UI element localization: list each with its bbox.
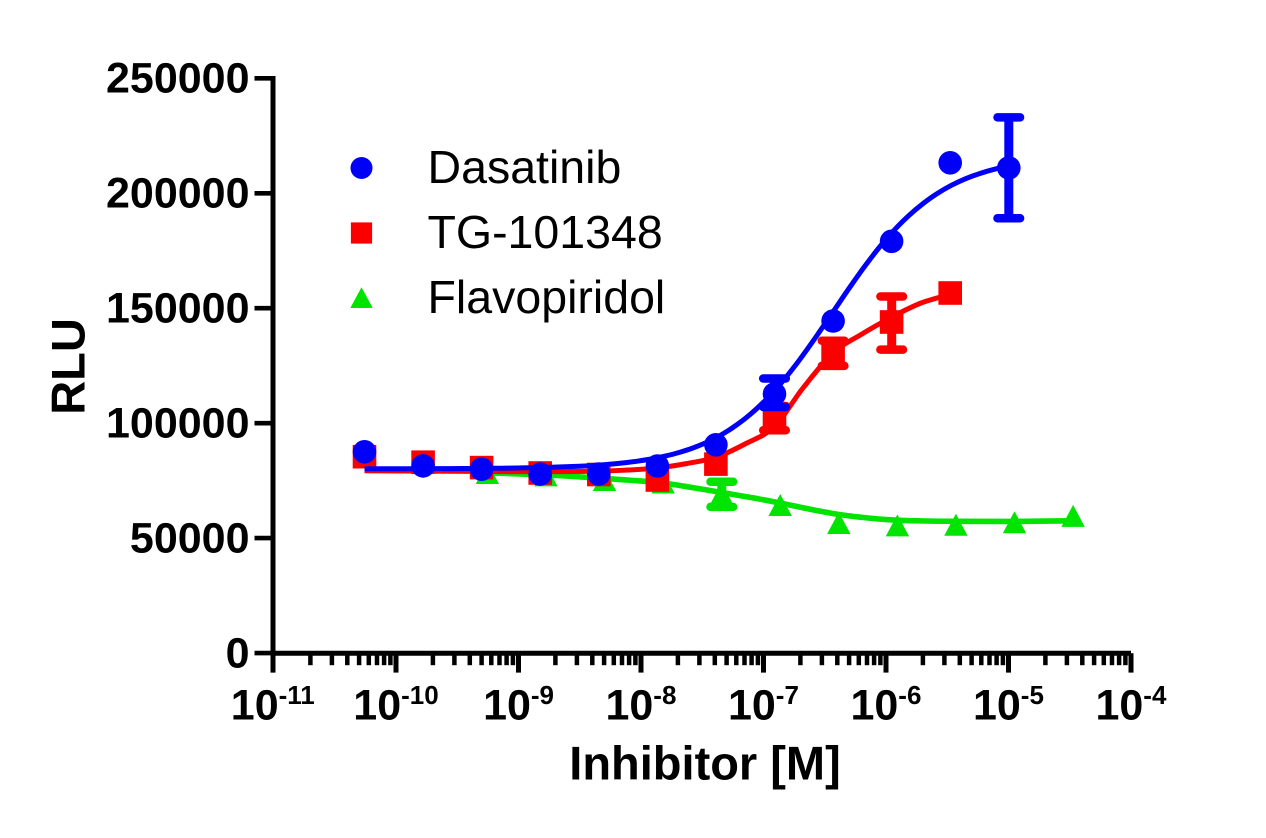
svg-text:Flavopiridol: Flavopiridol (428, 271, 666, 323)
svg-text:-11: -11 (279, 680, 315, 710)
svg-text:10: 10 (483, 682, 531, 730)
svg-text:-9: -9 (531, 680, 554, 710)
svg-text:0: 0 (226, 629, 250, 677)
svg-text:-7: -7 (776, 680, 799, 710)
svg-text:TG-101348: TG-101348 (428, 206, 663, 258)
svg-text:10: 10 (973, 682, 1021, 730)
svg-text:RLU: RLU (42, 318, 95, 415)
svg-text:-5: -5 (1021, 680, 1044, 710)
svg-text:10: 10 (231, 682, 279, 730)
svg-text:10: 10 (1096, 682, 1144, 730)
svg-text:10: 10 (728, 682, 776, 730)
svg-text:100000: 100000 (106, 399, 250, 447)
svg-text:-6: -6 (898, 680, 921, 710)
svg-text:150000: 150000 (106, 284, 250, 332)
svg-text:10: 10 (606, 682, 654, 730)
svg-text:-8: -8 (653, 680, 676, 710)
svg-text:Inhibitor [M]: Inhibitor [M] (569, 737, 840, 790)
svg-text:50000: 50000 (130, 514, 250, 562)
svg-text:10: 10 (353, 682, 401, 730)
svg-text:10: 10 (851, 682, 899, 730)
svg-text:Dasatinib: Dasatinib (428, 141, 622, 193)
svg-text:250000: 250000 (106, 55, 250, 103)
svg-text:200000: 200000 (106, 170, 250, 218)
svg-text:-10: -10 (401, 680, 439, 710)
svg-text:-4: -4 (1143, 680, 1167, 710)
